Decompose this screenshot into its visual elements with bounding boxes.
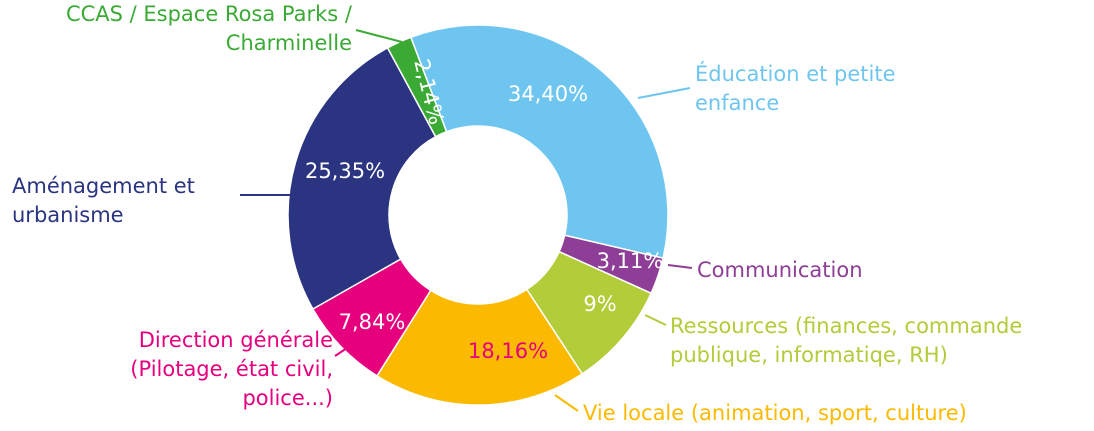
leader-line <box>554 394 579 412</box>
leader-line <box>667 264 693 269</box>
value-label: 9% <box>583 292 616 316</box>
leader-line <box>637 87 691 99</box>
category-label: Direction générale (Pilotage, état civil… <box>130 328 333 410</box>
donut-segment <box>287 46 437 311</box>
value-label: 3,11% <box>597 249 664 273</box>
donut-segment <box>409 24 669 260</box>
category-label: Ressources (finances, commande publique,… <box>670 314 1023 367</box>
leader-line <box>644 314 667 326</box>
value-label: 7,84% <box>339 310 406 334</box>
category-label: Éducation et petite enfance <box>695 62 896 115</box>
value-label: 25,35% <box>305 159 385 183</box>
value-label: 34,40% <box>508 82 588 106</box>
category-label: Communication <box>697 258 863 282</box>
leader-line <box>334 347 348 357</box>
category-label: CCAS / Espace Rosa Parks / Charminelle <box>65 2 352 55</box>
donut-segment <box>375 288 584 406</box>
value-label: 18,16% <box>468 339 548 363</box>
donut-segment <box>386 36 448 138</box>
category-label: Aménagement et urbanisme <box>12 174 195 227</box>
leader-line <box>355 29 403 43</box>
category-label: Vie locale (animation, sport, culture) <box>583 401 967 425</box>
